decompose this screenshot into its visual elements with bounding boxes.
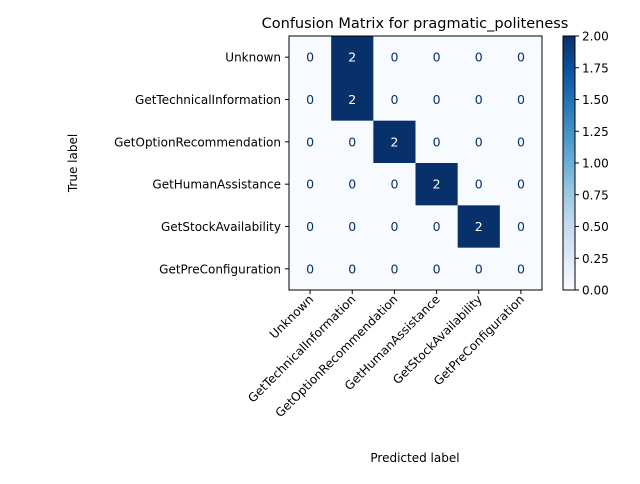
matrix-cell-value: 0 [306,92,314,107]
matrix-cell [415,163,459,206]
matrix-cell [457,78,501,122]
y-tick-label: Unknown [225,51,281,65]
colorbar-ticks: 0.00 0.25 0.50 0.75 1.00 1.25 1.50 1.75 2.00 [575,30,609,298]
matrix-cell-value: 0 [433,92,441,107]
colorbar-tick-label: 0.25 [582,252,609,266]
matrix-cell [499,205,543,249]
matrix-cell [373,247,416,291]
matrix-cell-value: 0 [348,219,356,234]
y-tick-label: GetPreConfiguration [159,262,281,276]
matrix-cell-value: 0 [390,177,398,192]
matrix-cell-value: 0 [475,134,483,149]
matrix-cell-value: 0 [390,50,398,65]
matrix-cell [457,163,501,206]
matrix-cell-value: 0 [517,134,525,149]
y-axis-label: True label [66,134,80,193]
matrix-cell [373,78,416,122]
matrix-cell [331,36,374,79]
matrix-cell-value: 0 [390,219,398,234]
matrix-cell [289,120,332,164]
matrix-cell-value: 0 [433,261,441,276]
colorbar [562,35,576,291]
y-tick-label: GetStockAvailability [161,220,281,234]
matrix-cell [331,247,374,291]
matrix-cell-value: 2 [348,50,356,65]
matrix-cell-value: 2 [390,134,398,149]
matrix-cell-value: 0 [517,219,525,234]
matrix-cell [499,247,543,291]
matrix-cell [499,163,543,206]
matrix-cells [289,36,543,291]
matrix-cell [457,120,501,164]
matrix-cell [373,163,416,206]
x-axis-label: Predicted label [370,451,459,465]
matrix-cell-value: 0 [517,177,525,192]
matrix-cell [499,120,543,164]
matrix-cell-value: 0 [475,261,483,276]
matrix-cell-value: 0 [390,92,398,107]
matrix-cell [289,163,332,206]
colorbar-tick-label: 0.75 [582,188,609,202]
matrix-cell [415,78,459,122]
matrix-cell-value: 0 [306,50,314,65]
matrix-cell [457,36,501,79]
matrix-cell-value: 0 [475,177,483,192]
matrix-cell [415,205,459,249]
matrix-cell-value: 2 [475,219,483,234]
matrix-cell [289,78,332,122]
matrix-cell-value: 0 [433,219,441,234]
matrix-cell [457,247,501,291]
matrix-cell-value: 0 [517,50,525,65]
matrix-cell-value: 0 [348,177,356,192]
matrix-cell [289,205,332,249]
matrix-cell-value: 0 [306,219,314,234]
matrix-cell-labels: 0 2 0 0 0 0 0 2 0 0 0 0 0 0 2 0 0 0 0 0 0 2 0 0 0 0 0 0 2 0 0 0 0 0 0 0 [306,50,525,277]
matrix-frame [288,35,543,291]
matrix-cell [373,205,416,249]
matrix-cell-value: 2 [433,177,441,192]
matrix-cell [415,36,459,79]
colorbar-tick-label: 0.50 [582,220,609,234]
matrix-cell [331,120,374,164]
colorbar-tick-label: 1.75 [582,61,609,75]
matrix-cell [331,163,374,206]
matrix-cell-value: 0 [306,177,314,192]
y-tick-label: GetHumanAssistance [152,178,281,192]
y-tick-label: GetTechnicalInformation [135,93,281,107]
matrix-cell [331,205,374,249]
matrix-cell [457,205,501,249]
matrix-cell [373,36,416,79]
matrix-cell-value: 0 [433,50,441,65]
matrix-cell-value: 0 [475,50,483,65]
matrix-cell-value: 0 [348,134,356,149]
matrix-cell [499,36,543,79]
y-axis-ticks: Unknown GetTechnicalInformation GetOptionR… [114,51,289,276]
matrix-cell-value: 0 [475,92,483,107]
chart-title: Confusion Matrix for pragmatic_politenes… [262,16,569,32]
matrix-cell-value: 0 [390,261,398,276]
colorbar-tick-label: 1.50 [582,93,609,107]
matrix-cell [373,120,416,164]
colorbar-tick-label: 2.00 [582,30,609,44]
matrix-cell [289,247,332,291]
matrix-cell [415,120,459,164]
x-axis-ticks: UnknownGetTechnicalInformationGetOptionR… [245,290,527,420]
colorbar-tick-label: 1.25 [582,125,609,139]
matrix-cell [331,78,374,122]
y-tick-label: GetOptionRecommendation [114,135,281,149]
matrix-cell [415,247,459,291]
matrix-cell [289,36,332,79]
colorbar-tick-label: 0.00 [582,284,609,298]
matrix-cell-value: 0 [348,261,356,276]
matrix-cell-value: 0 [306,261,314,276]
matrix-cell-value: 2 [348,92,356,107]
matrix-cell-value: 0 [517,261,525,276]
matrix-cell-value: 0 [517,92,525,107]
matrix-cell [499,78,543,122]
matrix-cell-value: 0 [306,134,314,149]
matrix-cell-value: 0 [433,134,441,149]
colorbar-tick-label: 1.00 [582,157,609,171]
